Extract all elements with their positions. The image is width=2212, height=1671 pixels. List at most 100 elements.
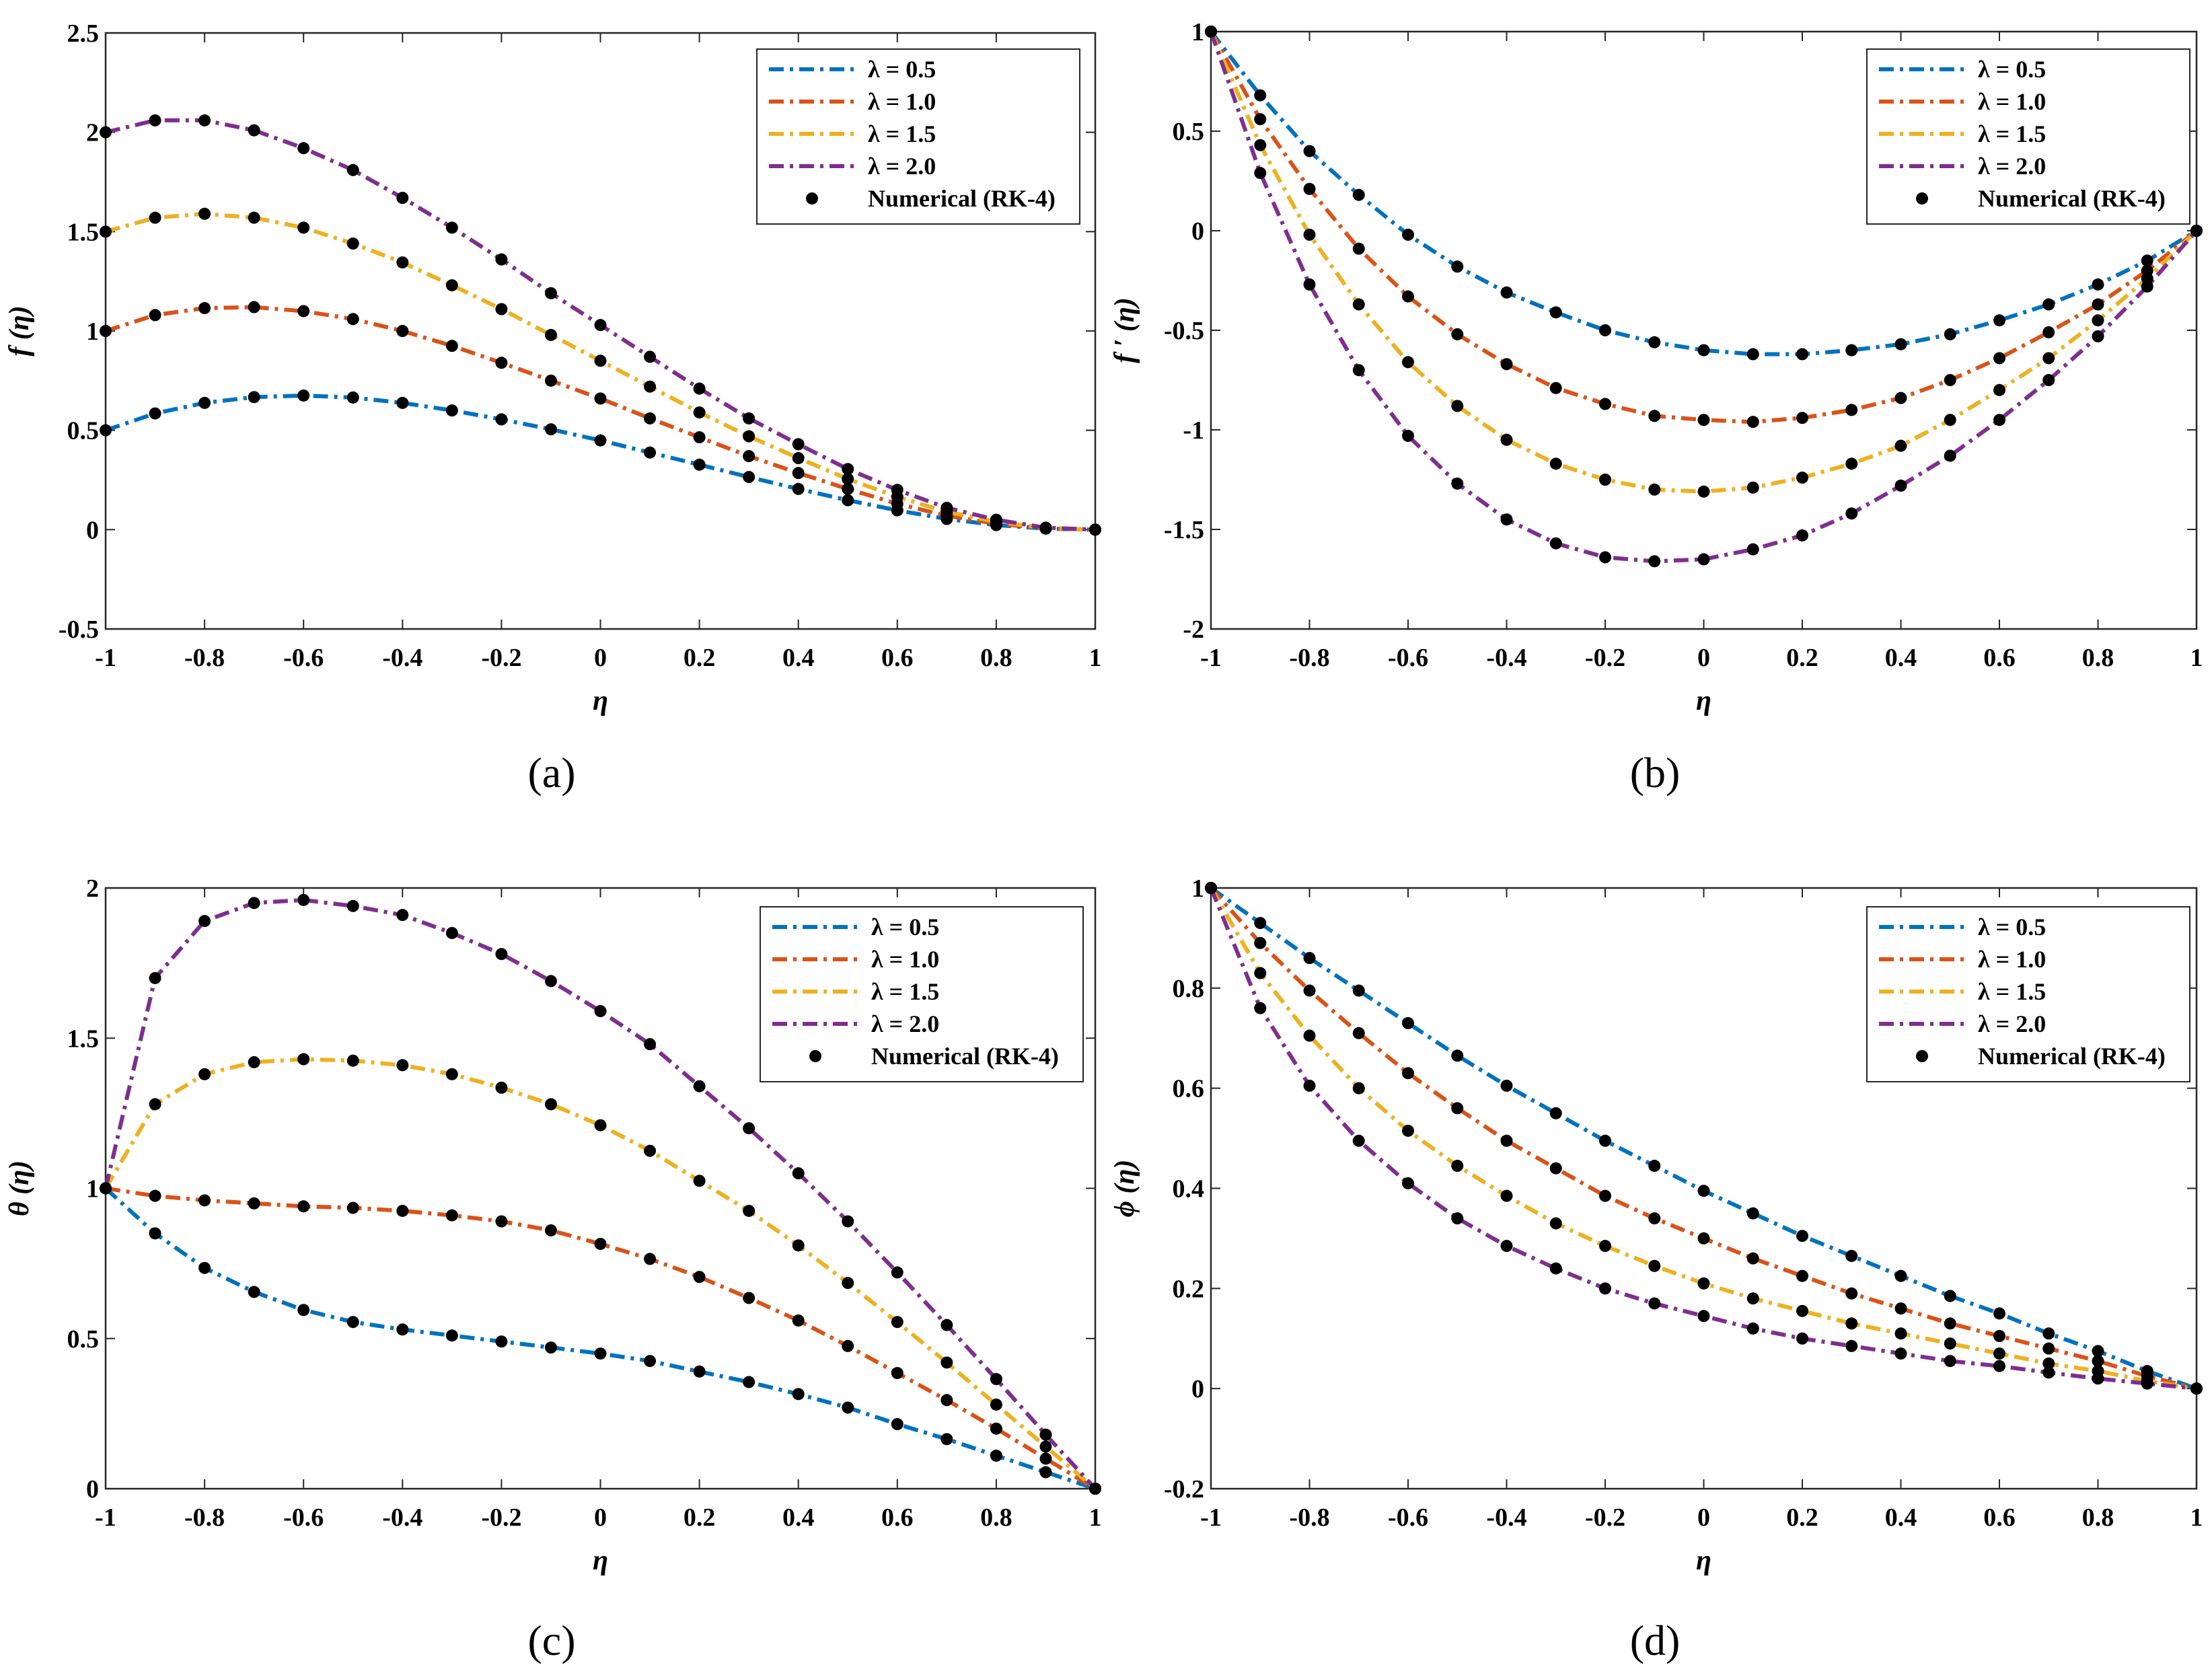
y-tick-label: -1.5 [1164, 516, 1204, 544]
numerical-point [792, 1167, 805, 1180]
numerical-point [1648, 555, 1661, 568]
numerical-point [297, 221, 310, 234]
numerical-point [1500, 1134, 1513, 1147]
numerical-point [2190, 225, 2203, 237]
x-tick-label: 0.2 [1786, 1503, 1818, 1532]
numerical-point [544, 328, 557, 341]
numerical-point [1549, 1262, 1562, 1275]
numerical-point [100, 325, 112, 337]
numerical-point [1993, 1347, 2005, 1360]
numerical-point [792, 438, 805, 451]
numerical-point [891, 1316, 904, 1329]
numerical-point [1993, 314, 2005, 327]
numerical-point [2092, 278, 2104, 291]
numerical-point [248, 211, 260, 224]
numerical-point [1845, 1317, 1858, 1330]
numerical-point [792, 1239, 805, 1252]
numerical-point [1549, 1162, 1562, 1175]
numerical-point [544, 287, 557, 299]
x-tick-label: 0.8 [2082, 644, 2114, 672]
numerical-point [1697, 485, 1710, 498]
numerical-point [693, 406, 706, 419]
numerical-point [1648, 483, 1661, 496]
numerical-point [297, 1200, 310, 1213]
numerical-point [248, 897, 260, 909]
numerical-point [743, 471, 755, 484]
numerical-point [594, 1119, 607, 1131]
numerical-point [1599, 324, 1611, 336]
series-line-2 [105, 305, 1096, 532]
x-tick-label: 0.6 [881, 644, 914, 672]
numerical-point [842, 463, 854, 476]
x-tick-label: -0.4 [382, 644, 422, 672]
numerical-point [1205, 26, 1217, 38]
y-tick-label: 1 [86, 1175, 99, 1203]
numerical-point [1599, 474, 1611, 486]
numerical-point [1549, 306, 1562, 319]
numerical-point [1599, 1240, 1611, 1253]
numerical-point [1254, 1002, 1267, 1014]
numerical-point [198, 302, 211, 315]
numerical-point [1993, 352, 2005, 365]
x-tick-label: 0 [1697, 1503, 1710, 1532]
numerical-point [1845, 507, 1858, 520]
numerical-point [842, 1215, 854, 1228]
numerical-point [1500, 513, 1513, 526]
numerical-point [941, 1394, 953, 1407]
numerical-point [1796, 1332, 1808, 1345]
numerical-point [2141, 280, 2153, 293]
y-axis-label: ϕ (η) [1109, 1160, 1140, 1218]
numerical-point [1993, 1360, 2005, 1372]
x-tick-label: -0.8 [1289, 1503, 1329, 1532]
numerical-point [2042, 352, 2055, 365]
chart-panel-a: -1 -0.8 -0.6 -0.4 -0.2 0 0.2 0.4 0.6 0.8 1 -0.5 0 0.5… [4, 20, 1102, 796]
numerical-point [941, 1319, 953, 1331]
numerical-point [644, 1355, 657, 1368]
legend: λ = 0.5 λ = 1.0 λ = 1.5 λ = 2.0 Numerical (R… [1866, 906, 2190, 1082]
y-tick-label: 0 [86, 516, 99, 544]
legend: λ = 0.5 λ = 1.0 λ = 1.5 λ = 2.0 Numerical (R… [1866, 48, 2190, 225]
numerical-point [544, 1098, 557, 1111]
numerical-point [1402, 290, 1414, 303]
series-line-4 [1209, 31, 2199, 564]
legend-label: λ = 2.0 [1978, 153, 2046, 180]
numerical-point [495, 303, 508, 315]
numerical-point [2141, 1377, 2153, 1390]
numerical-point [792, 467, 805, 480]
numerical-point [198, 1194, 211, 1207]
numerical-point [1402, 228, 1414, 241]
y-tick-label: 1 [86, 318, 99, 346]
numerical-point [297, 305, 310, 318]
y-tick-label: 2.5 [67, 20, 100, 48]
numerical-point [1549, 537, 1562, 550]
numerical-point [1894, 1327, 1907, 1340]
y-tick-label: 1 [1191, 875, 1204, 903]
numerical-point [693, 458, 706, 471]
numerical-point [990, 1398, 1002, 1411]
numerical-point [1894, 439, 1907, 452]
numerical-point [1796, 472, 1808, 484]
legend-label: λ = 2.0 [1978, 1010, 2046, 1037]
numerical-point [990, 1449, 1002, 1462]
numerical-point [248, 391, 260, 404]
x-tick-label: 0.6 [881, 1503, 914, 1532]
x-tick-label: -1 [1200, 644, 1222, 672]
y-tick-label: 0.5 [1173, 118, 1205, 146]
legend-label: λ = 0.5 [1978, 56, 2046, 83]
numerical-point [297, 1304, 310, 1316]
numerical-point [1845, 404, 1858, 416]
numerical-point [1697, 553, 1710, 566]
y-tick-label: -0.5 [59, 616, 99, 644]
numerical-point [1845, 344, 1858, 357]
legend-label: λ = 1.0 [868, 88, 936, 115]
numerical-point [1697, 1232, 1710, 1245]
numerical-point [1993, 1307, 2005, 1320]
numerical-point [792, 1314, 805, 1327]
numerical-point [445, 340, 458, 352]
numerical-point [495, 413, 508, 426]
numerical-point [1254, 113, 1267, 126]
numerical-point [891, 1367, 904, 1380]
numerical-point [149, 211, 161, 224]
numerical-point [1648, 410, 1661, 422]
